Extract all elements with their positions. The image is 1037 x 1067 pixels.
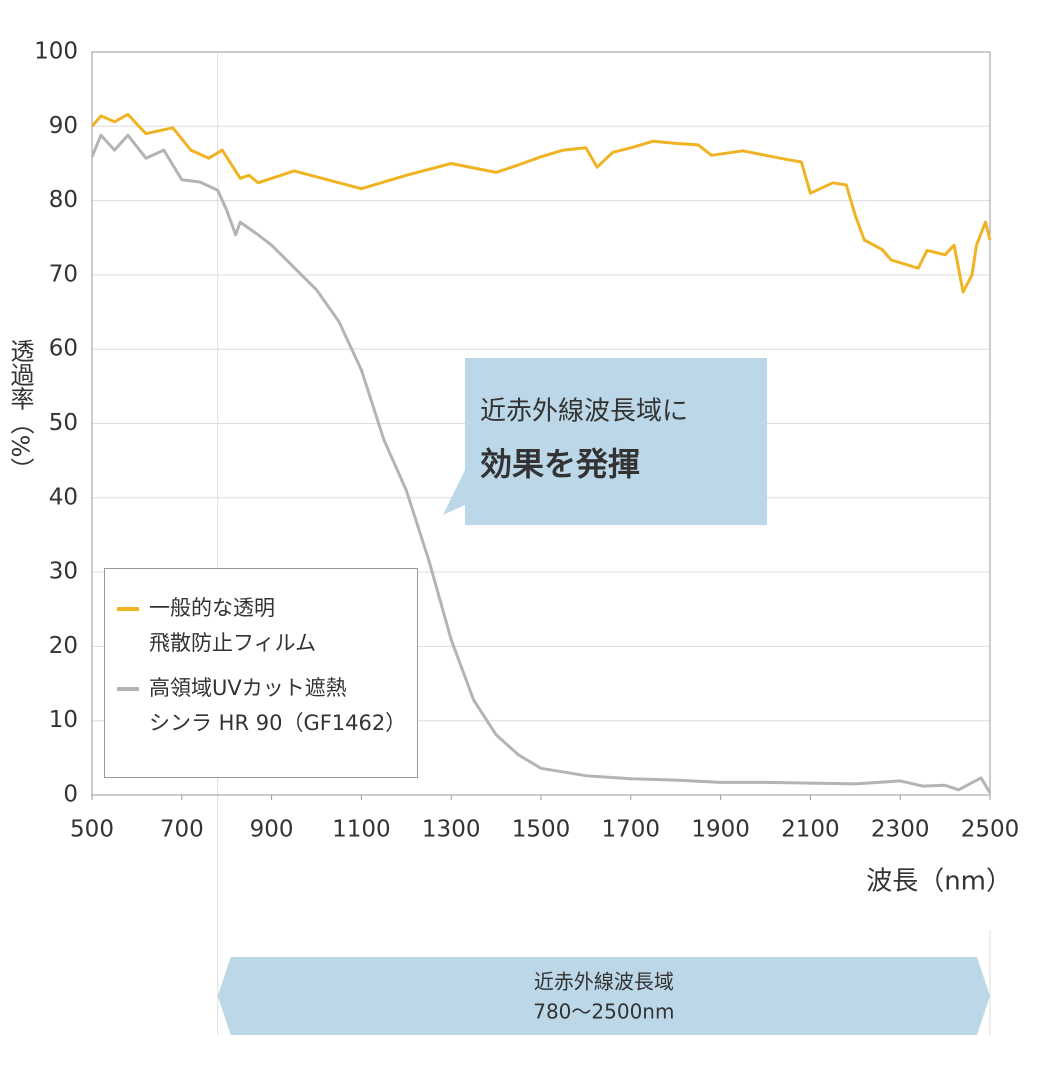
y-tick-label: 30 <box>49 559 78 585</box>
y-tick-label: 20 <box>49 633 78 659</box>
x-tick-label: 1900 <box>691 817 750 843</box>
y-tick-label: 0 <box>63 782 78 808</box>
callout-line: 近赤外線波長域に <box>480 397 688 427</box>
legend-swatch <box>117 687 139 691</box>
y-tick-label: 10 <box>49 707 78 733</box>
y-tick-label: 50 <box>49 410 78 436</box>
x-axis-label: 波長（nm） <box>866 867 1012 897</box>
x-tick-label: 1700 <box>602 817 661 843</box>
y-tick-label: 90 <box>49 113 78 139</box>
x-tick-label: 700 <box>160 817 204 843</box>
y-tick-label: 100 <box>34 39 78 65</box>
plot-frame <box>91 51 991 796</box>
x-tick-label: 1300 <box>422 817 481 843</box>
legend-entry: 高領域UVカット遮熱 シンラ HR 90（GF1462） <box>117 671 417 741</box>
callout-box <box>443 358 767 525</box>
y-tick-label: 70 <box>49 261 78 287</box>
y-tick-label: 40 <box>49 484 78 510</box>
y-tick-label: 80 <box>49 187 78 213</box>
x-tick-label: 1100 <box>332 817 391 843</box>
series-line <box>90 133 992 794</box>
x-tick-label: 2500 <box>961 817 1020 843</box>
x-tick-label: 900 <box>250 817 294 843</box>
legend: 一般的な透明 飛散防止フィルム高領域UVカット遮熱 シンラ HR 90（GF14… <box>104 568 418 778</box>
callout-line: 効果を発揮 <box>480 445 640 483</box>
band-arrow <box>217 957 991 1035</box>
legend-label: 一般的な透明 飛散防止フィルム <box>149 596 317 655</box>
y-tick-label: 60 <box>49 336 78 362</box>
y-axis-label: 透過率（%） <box>6 339 34 482</box>
series-line <box>90 112 992 294</box>
legend-swatch <box>117 607 139 611</box>
band-label: 近赤外線波長域 <box>534 970 674 994</box>
x-tick-label: 2100 <box>781 817 840 843</box>
legend-entry: 一般的な透明 飛散防止フィルム <box>117 591 417 661</box>
x-tick-label: 1500 <box>512 817 571 843</box>
x-tick-label: 2300 <box>871 817 930 843</box>
x-tick-label: 500 <box>70 817 114 843</box>
band-range-label: 780〜2500nm <box>533 1000 674 1024</box>
legend-label: 高領域UVカット遮熱 シンラ HR 90（GF1462） <box>149 676 407 735</box>
